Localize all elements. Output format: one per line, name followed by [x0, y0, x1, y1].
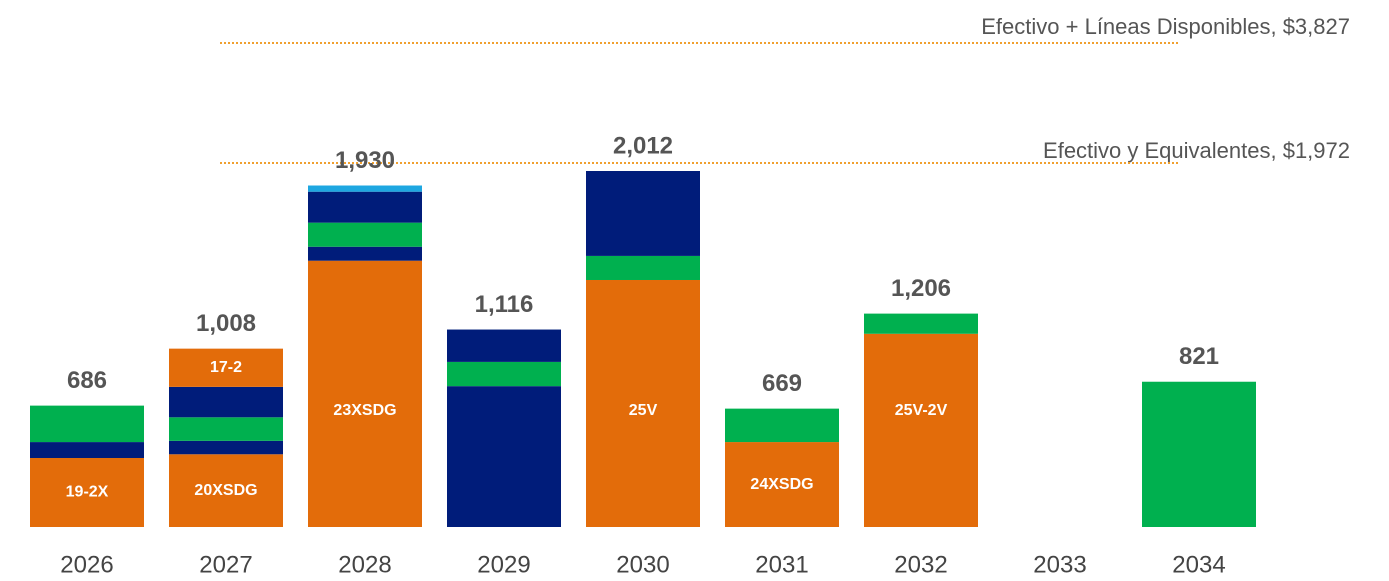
bar-segment — [308, 222, 422, 247]
bar-segment — [30, 442, 144, 458]
segment-label: 25V — [629, 402, 658, 419]
total-label: 821 — [1179, 343, 1219, 370]
total-label: 686 — [67, 367, 107, 394]
bar-segment — [725, 408, 839, 443]
x-tick-label: 2033 — [1033, 551, 1086, 578]
bar-segment — [447, 329, 561, 362]
bar-segment — [30, 457, 144, 527]
bar-segment — [30, 405, 144, 443]
bar-segment — [169, 348, 283, 387]
bar-segment — [308, 191, 422, 223]
segment-label: 24XSDG — [750, 476, 813, 493]
bar-segment — [1142, 381, 1256, 527]
x-tick-label: 2030 — [616, 551, 669, 578]
x-tick-label: 2032 — [894, 551, 947, 578]
bar-segment — [308, 246, 422, 261]
bar-segment — [308, 185, 422, 192]
total-label: 1,116 — [475, 291, 534, 318]
segment-label: 19-2X — [66, 484, 109, 501]
total-label: 1,930 — [335, 147, 395, 174]
total-label: 1,206 — [891, 275, 951, 302]
bar-segment — [447, 386, 561, 527]
bar-segment — [169, 417, 283, 441]
bar-segment — [169, 454, 283, 527]
bar-segment — [864, 313, 978, 334]
segment-label: 23XSDG — [333, 402, 396, 419]
bar-segment — [586, 279, 700, 527]
bar-segment — [725, 442, 839, 527]
x-tick-label: 2027 — [199, 551, 252, 578]
bar-segment — [586, 255, 700, 280]
x-tick-label: 2028 — [338, 551, 391, 578]
annotation: Efectivo + Líneas Disponibles, $3,827 — [981, 14, 1350, 39]
segment-label: 25V-2V — [895, 402, 948, 419]
bar-segment — [864, 333, 978, 527]
bar-segment — [447, 361, 561, 387]
x-tick-label: 2031 — [755, 551, 808, 578]
total-label: 1,008 — [196, 310, 256, 337]
x-tick-label: 2029 — [477, 551, 530, 578]
total-label: 669 — [762, 370, 802, 397]
bar-segment — [169, 440, 283, 455]
bar-segment — [586, 171, 700, 256]
x-tick-label: 2026 — [60, 551, 113, 578]
bar-segment — [169, 386, 283, 418]
segment-label: 20XSDG — [194, 482, 257, 499]
segment-label: 17-2 — [210, 359, 242, 376]
bar-segment — [308, 260, 422, 527]
total-label: 2,012 — [613, 132, 673, 159]
annotation: Efectivo y Equivalentes, $1,972 — [1043, 138, 1350, 163]
x-tick-label: 2034 — [1172, 551, 1225, 578]
